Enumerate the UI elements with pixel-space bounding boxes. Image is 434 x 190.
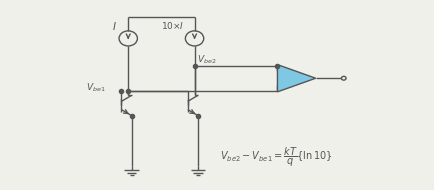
Polygon shape: [277, 65, 315, 92]
Text: $V_{be2}$: $V_{be2}$: [197, 54, 216, 66]
Text: $V_{be1}$: $V_{be1}$: [85, 81, 105, 94]
Text: $10{\times}I$: $10{\times}I$: [161, 20, 184, 31]
Text: $V_{be2} - V_{be1} = \dfrac{kT}{q}\left\{\ln 10\right\}$: $V_{be2} - V_{be1} = \dfrac{kT}{q}\left\…: [220, 146, 332, 169]
Text: $I$: $I$: [111, 20, 116, 32]
